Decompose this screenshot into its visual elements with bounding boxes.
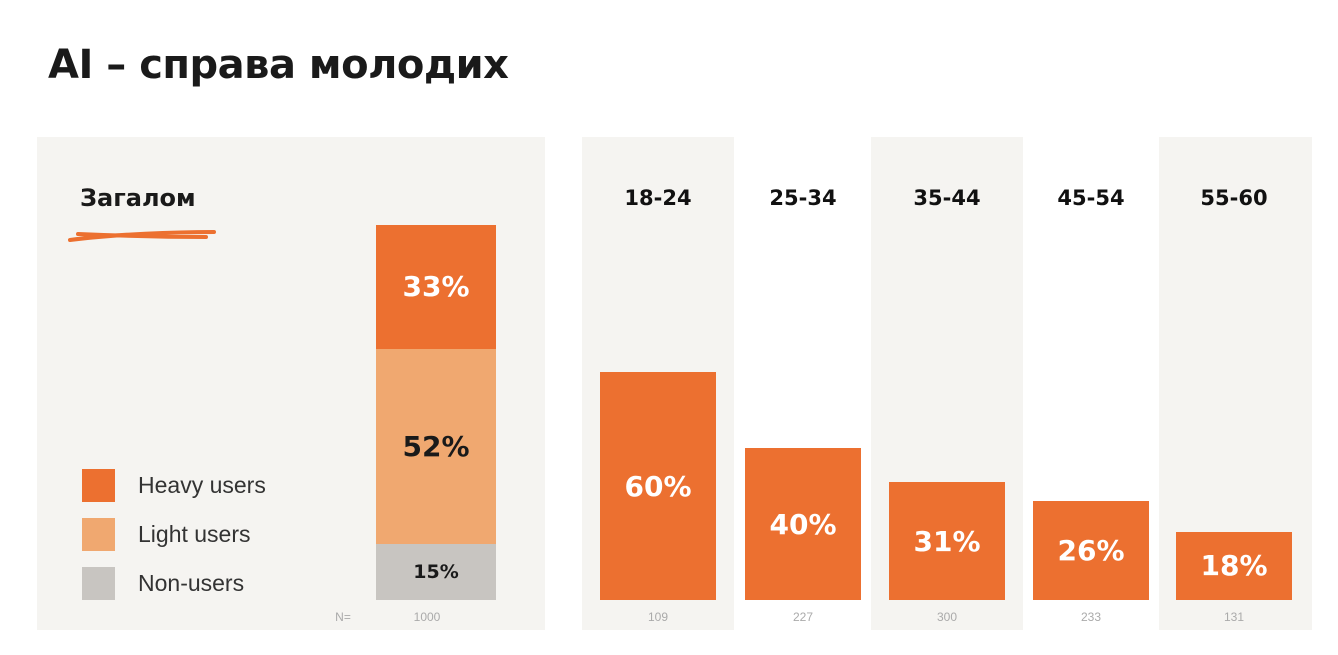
stacked-segment-heavy-users: 33% — [376, 225, 496, 349]
n-value-45-54: 233 — [1080, 610, 1102, 624]
age-label-35-44: 35-44 — [913, 186, 981, 210]
age-label-55-60: 55-60 — [1200, 186, 1268, 210]
page-title: AI – справа молодих — [48, 42, 509, 88]
bar-18-24: 60% — [600, 372, 716, 600]
bar-35-44: 31% — [889, 482, 1005, 600]
underline-stroke — [68, 230, 216, 242]
bar-45-54: 26% — [1033, 501, 1149, 600]
age-label-25-34: 25-34 — [769, 186, 837, 210]
legend: Heavy users Light users Non-users — [82, 469, 266, 616]
stacked-segment-non-users: 15% — [376, 543, 496, 600]
bar-55-60: 18% — [1176, 531, 1292, 600]
stacked-segment-light-users: 52% — [376, 348, 496, 544]
n-value-25-34: 227 — [792, 610, 814, 624]
legend-item: Heavy users — [82, 469, 266, 502]
n-value-overall: 1000 — [413, 610, 441, 624]
legend-item: Non-users — [82, 567, 266, 600]
n-value-35-44: 300 — [936, 610, 958, 624]
legend-swatch — [82, 469, 115, 502]
n-value-18-24: 109 — [647, 610, 669, 624]
legend-swatch — [82, 567, 115, 600]
legend-swatch — [82, 518, 115, 551]
bar-25-34: 40% — [745, 448, 861, 600]
age-label-18-24: 18-24 — [624, 186, 692, 210]
n-label: N= — [335, 610, 351, 624]
legend-label: Non-users — [138, 570, 245, 596]
age-label-45-54: 45-54 — [1057, 186, 1125, 210]
legend-label: Heavy users — [138, 472, 266, 498]
legend-item: Light users — [82, 518, 266, 551]
legend-label: Light users — [138, 521, 251, 547]
overall-heading: Загалом — [80, 184, 196, 212]
overall-stacked-bar: 33% 52% 15% — [376, 225, 496, 600]
n-value-55-60: 131 — [1223, 610, 1245, 624]
